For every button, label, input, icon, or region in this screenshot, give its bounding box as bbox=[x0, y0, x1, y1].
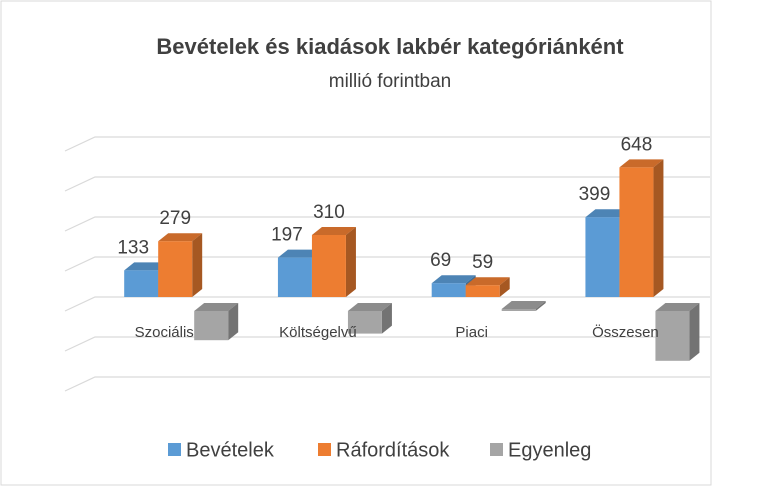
bar bbox=[158, 233, 203, 297]
bar-top bbox=[158, 233, 203, 242]
x-tick-label: Költségelvű bbox=[279, 324, 357, 341]
bar-side bbox=[228, 303, 239, 341]
bar-front bbox=[655, 311, 690, 361]
bar-front bbox=[501, 309, 536, 311]
bar-top bbox=[311, 227, 356, 235]
bar-top bbox=[619, 159, 664, 168]
grid-line bbox=[64, 256, 710, 272]
grid-line bbox=[64, 136, 710, 152]
bar bbox=[465, 277, 510, 297]
bar-side bbox=[499, 277, 510, 297]
bar-front bbox=[619, 167, 654, 297]
bar-side bbox=[653, 159, 664, 297]
bar-top bbox=[501, 301, 546, 309]
bar-front bbox=[194, 311, 229, 341]
bar-top bbox=[585, 209, 630, 218]
bar-side bbox=[689, 303, 700, 361]
bar-front bbox=[277, 257, 312, 297]
chart-subtitle: millió forintban bbox=[329, 71, 452, 92]
bar-front bbox=[585, 217, 620, 297]
bar-front bbox=[124, 270, 159, 297]
bar bbox=[311, 227, 356, 297]
chart-title: Bevételek és kiadások lakbér kategóriánk… bbox=[156, 34, 624, 59]
bar-top bbox=[431, 275, 476, 284]
bar-side bbox=[381, 303, 392, 334]
legend-label: Bevételek bbox=[186, 439, 275, 461]
data-label: 133 bbox=[117, 237, 149, 258]
data-label: 59 bbox=[472, 252, 493, 273]
x-tick-label: Összesen bbox=[592, 323, 659, 341]
data-label: 310 bbox=[313, 202, 345, 223]
x-tick-label: Piaci bbox=[455, 324, 488, 341]
bar bbox=[655, 303, 700, 361]
legend-label: Egyenleg bbox=[508, 439, 591, 461]
bar-front bbox=[158, 241, 193, 297]
data-label: 399 bbox=[579, 184, 611, 205]
bar-side bbox=[345, 227, 356, 297]
bar bbox=[347, 303, 392, 334]
legend-swatch bbox=[490, 443, 503, 456]
bar-front bbox=[431, 283, 466, 297]
bar-top bbox=[347, 303, 392, 311]
data-label: 648 bbox=[621, 134, 653, 155]
bar-front bbox=[465, 285, 500, 297]
grid-line bbox=[64, 296, 710, 312]
legend-swatch bbox=[318, 443, 331, 456]
grid-line bbox=[64, 376, 710, 392]
data-label: 197 bbox=[271, 225, 303, 246]
grid-line bbox=[64, 216, 710, 232]
bar-front bbox=[311, 235, 346, 297]
data-label: 69 bbox=[430, 250, 451, 271]
bar-top bbox=[277, 249, 322, 258]
bar bbox=[501, 301, 546, 311]
bar-top bbox=[655, 303, 700, 311]
bar bbox=[619, 159, 664, 297]
bar-side bbox=[535, 301, 546, 311]
bar-top bbox=[194, 303, 239, 311]
bar-top bbox=[124, 262, 169, 271]
legend-swatch bbox=[168, 443, 181, 456]
data-label: 279 bbox=[159, 208, 191, 229]
grid-line bbox=[64, 176, 710, 192]
grid-line bbox=[64, 336, 710, 352]
bar bbox=[194, 303, 239, 341]
x-tick-label: Szociális bbox=[135, 324, 194, 341]
bar-side bbox=[192, 233, 203, 297]
bar-front bbox=[347, 311, 382, 334]
legend-label: Ráfordítások bbox=[336, 439, 450, 461]
bar-top bbox=[465, 277, 510, 286]
